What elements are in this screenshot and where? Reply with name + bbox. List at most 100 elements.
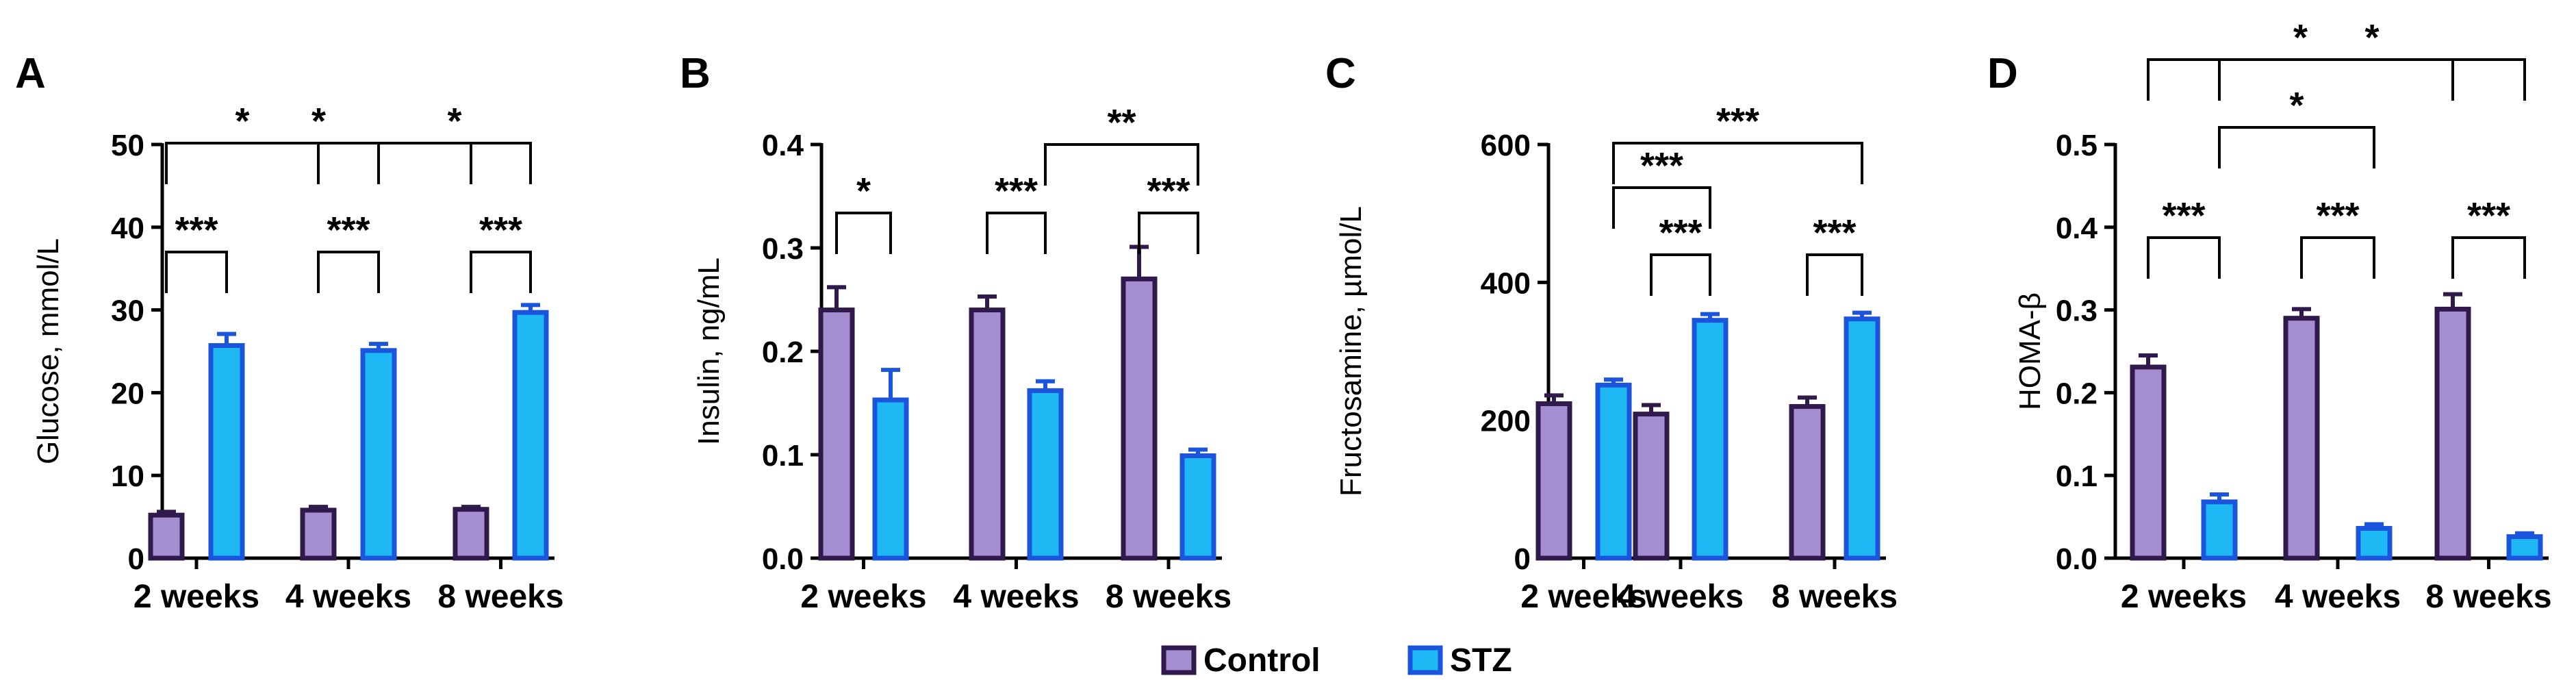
y-tick-label: 40 xyxy=(111,212,144,245)
control-bar xyxy=(2283,316,2320,561)
significance-bracket xyxy=(1138,212,1199,254)
y-axis-title: HOMA-β xyxy=(2013,292,2047,410)
significance-label: *** xyxy=(995,171,1038,212)
x-tick-label: 2 weeks xyxy=(2121,579,2247,615)
control-bar xyxy=(452,507,489,561)
x-tick-label: 8 weeks xyxy=(1106,579,1232,615)
significance-bracket xyxy=(1044,143,1199,186)
panel-letter: A xyxy=(15,50,46,97)
significance-label: *** xyxy=(479,210,522,251)
stz-bar xyxy=(1844,316,1880,561)
significance-bracket xyxy=(377,142,532,184)
significance-label: * xyxy=(447,101,461,142)
y-tick-label: 0 xyxy=(1514,542,1531,576)
y-tick-label: 0.1 xyxy=(762,439,804,473)
y-axis-title: Fructosamine, µmol/L xyxy=(1334,206,1368,497)
control-bar xyxy=(300,507,337,561)
control-bar xyxy=(1633,412,1670,561)
x-tick-label: 2 weeks xyxy=(1520,579,1646,615)
x-tick-label: 4 weeks xyxy=(285,579,411,615)
y-axis-title: Insulin, ng/mL xyxy=(692,257,726,445)
significance-label: ** xyxy=(1107,102,1136,143)
y-tick-label: 0.2 xyxy=(762,336,804,369)
x-tick-label: 8 weeks xyxy=(2425,579,2551,615)
control-bar xyxy=(969,307,1006,561)
panel-letter: C xyxy=(1325,50,1356,97)
legend-swatch-control xyxy=(1161,645,1197,675)
control-bar xyxy=(1535,401,1572,561)
panel-letter: B xyxy=(680,50,711,97)
stz-bar xyxy=(360,348,397,561)
y-tick-label: 0.1 xyxy=(2056,460,2097,493)
x-tick-label: 8 weeks xyxy=(1772,579,1898,615)
significance-bracket xyxy=(165,251,228,293)
significance-bracket xyxy=(2147,236,2221,279)
significance-label: * xyxy=(856,171,871,212)
y-axis-title: Glucose, mmol/L xyxy=(31,238,65,464)
significance-label: *** xyxy=(1813,212,1856,253)
y-tick-label: 200 xyxy=(1481,405,1531,438)
significance-label: * xyxy=(311,101,326,142)
x-tick-label: 8 weeks xyxy=(437,579,563,615)
x-tick-label: 4 weeks xyxy=(953,579,1079,615)
significance-label: *** xyxy=(175,210,218,251)
stz-bar xyxy=(872,397,909,561)
y-tick-label: 10 xyxy=(111,460,144,493)
x-tick-label: 4 weeks xyxy=(2275,579,2401,615)
significance-label: *** xyxy=(327,210,370,251)
y-tick-label: 50 xyxy=(111,129,144,162)
y-tick-label: 600 xyxy=(1481,129,1531,162)
y-tick-label: 0 xyxy=(128,542,144,576)
significance-bracket xyxy=(1650,253,1711,296)
stz-bar xyxy=(2356,526,2393,561)
y-tick-label: 0.5 xyxy=(2056,129,2097,162)
y-tick-label: 400 xyxy=(1481,266,1531,300)
significance-label: * xyxy=(2364,17,2379,58)
significance-bracket xyxy=(2218,126,2375,168)
y-tick-label: 0.4 xyxy=(2056,212,2098,245)
stz-bar xyxy=(1692,318,1729,561)
control-bar xyxy=(2130,364,2167,561)
significance-label: * xyxy=(2293,17,2308,58)
significance-bracket xyxy=(1612,186,1711,229)
significance-bracket xyxy=(2451,236,2526,279)
legend-swatch-stz xyxy=(1407,645,1443,675)
significance-bracket xyxy=(986,212,1047,254)
legend-label: Control xyxy=(1203,642,1321,679)
stz-bar xyxy=(1027,388,1064,561)
y-tick-label: 0.3 xyxy=(762,232,804,266)
y-tick-label: 0.3 xyxy=(2056,294,2097,328)
y-tick-label: 0.4 xyxy=(762,129,804,162)
significance-bracket xyxy=(165,142,472,184)
control-bar xyxy=(1789,404,1826,561)
significance-label: *** xyxy=(1640,145,1683,186)
significance-label: *** xyxy=(2162,195,2205,236)
significance-bracket xyxy=(835,212,892,254)
control-bar xyxy=(1121,276,1158,561)
stz-bar xyxy=(512,310,549,561)
significance-bracket xyxy=(1806,253,1863,296)
stz-bar xyxy=(2201,499,2238,561)
stz-bar xyxy=(1595,382,1632,561)
significance-bracket xyxy=(165,142,320,184)
significance-bracket xyxy=(2300,236,2375,279)
stz-bar xyxy=(208,343,245,561)
x-tick-label: 2 weeks xyxy=(133,579,259,615)
significance-bracket xyxy=(1612,142,1863,184)
significance-label: * xyxy=(2289,85,2304,126)
control-bar xyxy=(2434,306,2471,561)
significance-label: *** xyxy=(1716,101,1759,142)
significance-bracket xyxy=(317,251,380,293)
x-tick-label: 4 weeks xyxy=(1618,579,1744,615)
control-bar xyxy=(818,307,855,561)
legend-label: STZ xyxy=(1450,642,1512,679)
significance-label: *** xyxy=(1659,212,1702,253)
y-tick-label: 30 xyxy=(111,294,144,328)
significance-label: * xyxy=(235,101,249,142)
y-tick-label: 0.0 xyxy=(2056,542,2097,576)
x-tick-label: 2 weeks xyxy=(800,579,926,615)
significance-label: *** xyxy=(2467,195,2510,236)
stz-bar xyxy=(1179,453,1216,561)
y-tick-label: 0.0 xyxy=(762,542,804,576)
